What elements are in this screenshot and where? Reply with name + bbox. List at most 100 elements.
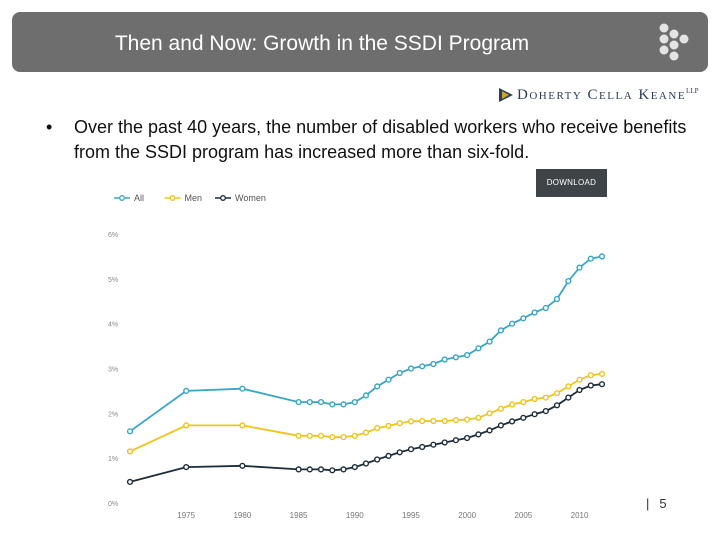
data-point-men (126, 448, 134, 455)
series-line-all (129, 255, 603, 433)
data-point-all (362, 392, 370, 399)
x-tick-label: 2010 (571, 511, 589, 520)
data-point-women (419, 443, 426, 451)
data-point-all (419, 363, 426, 370)
x-tick-label: 2005 (514, 511, 532, 520)
data-point-women (576, 386, 583, 394)
data-point-men (306, 432, 313, 439)
data-point-men (598, 370, 606, 378)
data-point-women (385, 452, 392, 460)
data-point-men (441, 417, 448, 425)
y-tick-label: 5% (108, 277, 118, 284)
data-point-all (542, 304, 549, 312)
y-tick-label: 3% (108, 367, 118, 374)
data-point-all (486, 338, 493, 345)
data-point-men (430, 417, 437, 425)
slide-title: Then and Now: Growth in the SSDI Program (114, 32, 530, 55)
data-point-men (396, 420, 403, 427)
data-point-women (407, 446, 415, 453)
data-point-all (385, 376, 392, 383)
data-point-women (486, 427, 493, 434)
data-point-all (407, 365, 415, 372)
bullet-mark: • (46, 117, 53, 137)
data-point-men (587, 372, 594, 379)
data-point-all (509, 320, 516, 327)
data-point-all (239, 385, 246, 392)
data-point-women (464, 434, 471, 442)
series-line-men (129, 373, 603, 453)
data-point-women (565, 394, 572, 401)
data-point-men (295, 432, 302, 439)
legend-marker (169, 195, 176, 201)
data-point-women (295, 466, 302, 473)
data-point-all (475, 345, 482, 352)
data-point-men (362, 429, 370, 436)
data-point-men (520, 399, 527, 406)
data-point-all (464, 352, 471, 359)
data-point-women (396, 449, 403, 456)
dots-logo-icon (659, 23, 689, 61)
data-point-all (553, 295, 561, 303)
data-point-women (126, 478, 134, 486)
data-point-women (430, 441, 437, 448)
data-point-men (565, 383, 572, 390)
data-point-women (351, 464, 358, 471)
data-point-women (531, 411, 538, 418)
data-point-women (317, 466, 325, 473)
data-point-all (306, 399, 313, 406)
data-point-women (239, 462, 246, 469)
data-point-all (452, 354, 460, 361)
data-point-men (340, 434, 347, 441)
y-tick-label: 2% (108, 411, 118, 418)
data-point-women (329, 467, 336, 474)
legend-label: Men (185, 193, 203, 203)
data-point-men (317, 432, 325, 439)
bullet-text: Over the past 40 years, the number of di… (74, 117, 687, 162)
data-point-men (329, 434, 336, 441)
page-footer: | 5 (646, 496, 667, 511)
data-point-all (340, 401, 347, 408)
data-point-women (542, 408, 549, 415)
y-tick-label: 1% (108, 456, 118, 463)
page-number: 5 (659, 496, 667, 511)
data-point-all (126, 428, 134, 435)
x-tick-label: 1995 (402, 511, 420, 520)
download-button[interactable]: DOWNLOAD (536, 169, 607, 197)
data-point-all (497, 327, 505, 334)
data-point-women (553, 402, 561, 409)
data-point-women (362, 460, 370, 467)
data-point-men (351, 432, 358, 439)
data-point-women (520, 414, 527, 421)
data-point-all (396, 369, 403, 377)
data-point-women (598, 381, 606, 388)
data-point-all (576, 264, 583, 271)
data-point-women (509, 418, 516, 425)
logo-mark-icon (499, 88, 513, 102)
data-point-men (374, 425, 381, 432)
data-point-all (329, 401, 336, 408)
data-point-all (587, 255, 594, 262)
x-tick-label: 1990 (346, 511, 364, 520)
data-point-women (441, 439, 448, 446)
data-point-men (407, 418, 415, 425)
data-point-men (183, 422, 190, 429)
data-point-men (419, 417, 426, 425)
data-point-all (295, 399, 302, 406)
data-point-women (306, 466, 313, 473)
data-point-women (340, 466, 347, 473)
data-point-all (430, 360, 437, 368)
y-tick-label: 4% (108, 322, 118, 329)
data-point-men (475, 414, 482, 421)
x-tick-label: 1985 (290, 511, 308, 520)
data-point-men (553, 390, 561, 397)
line-chart: All Men Women 0% 1% 2% 3% 4% 5% 6% 1975 1980 1985 199… (108, 193, 606, 520)
data-point-men (464, 416, 471, 423)
page-separator: | (646, 496, 650, 511)
chart-panel: All Men Women 0% 1% 2% 3% 4% 5% 6% 1975 1980 1985 199… (104, 164, 609, 540)
data-point-women (452, 437, 460, 444)
data-point-women (497, 422, 505, 429)
legend-marker (220, 195, 226, 201)
data-point-men (385, 422, 392, 430)
x-tick-label: 1975 (177, 511, 195, 520)
data-point-all (374, 383, 381, 390)
